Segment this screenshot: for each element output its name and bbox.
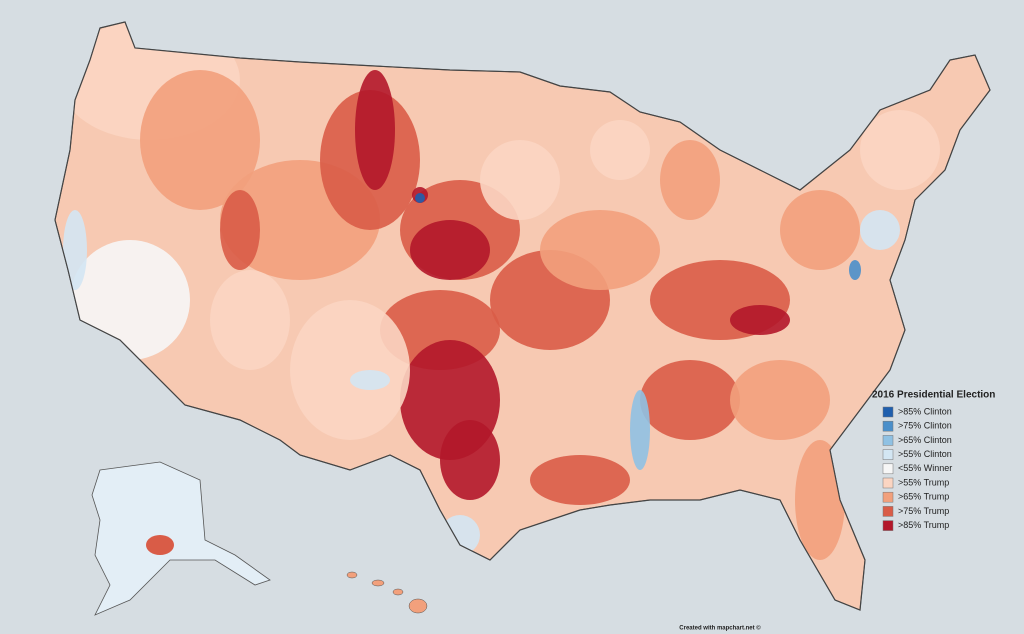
county-region — [849, 260, 861, 280]
legend-label: >75% Trump — [898, 506, 949, 516]
county-region — [590, 120, 650, 180]
county-region — [630, 390, 650, 470]
legend-title: 2016 Presidential Election — [872, 390, 995, 401]
legend-label: >85% Clinton — [898, 406, 952, 416]
county-region — [220, 190, 260, 270]
legend: >85% Clinton >75% Clinton >65% Clinton >55%… — [882, 406, 952, 531]
county-region — [350, 370, 390, 390]
county-regions — [60, 22, 940, 560]
legend-swatch — [882, 491, 894, 503]
county-region — [860, 210, 900, 250]
county-region — [730, 360, 830, 440]
county-region — [290, 300, 410, 440]
island — [392, 588, 404, 596]
county-region — [355, 70, 395, 190]
legend-swatch — [882, 463, 894, 475]
county-region — [860, 110, 940, 190]
county-region — [480, 140, 560, 220]
alaska-region — [146, 535, 174, 555]
hawaii — [346, 571, 428, 614]
county-region — [63, 210, 87, 290]
legend-swatch — [882, 477, 894, 489]
island — [371, 579, 385, 587]
legend-swatch — [882, 506, 894, 517]
county-region — [530, 455, 630, 505]
island — [408, 598, 428, 614]
county-region — [410, 220, 490, 280]
county-region — [210, 270, 290, 370]
legend-swatch — [882, 520, 894, 531]
county-region — [640, 360, 740, 440]
legend-swatch — [882, 406, 894, 418]
legend-label: <55% Winner — [898, 463, 952, 473]
county-region — [660, 140, 720, 220]
legend-label: >55% Clinton — [898, 449, 952, 459]
county-region — [140, 70, 260, 210]
county-region — [780, 190, 860, 270]
legend-label: >75% Clinton — [898, 421, 952, 431]
legend-swatch — [882, 420, 894, 432]
county-region — [415, 193, 425, 203]
credit: Created with mapchart.net © — [679, 625, 761, 632]
alaska — [91, 461, 271, 616]
county-region — [440, 420, 500, 500]
county-region — [795, 440, 845, 560]
legend-label: >65% Clinton — [898, 435, 952, 445]
legend-label: >55% Trump — [898, 477, 949, 487]
legend-swatch — [882, 449, 894, 460]
island — [346, 571, 358, 579]
county-region — [540, 210, 660, 290]
legend-label: >65% Trump — [898, 492, 949, 502]
county-region — [730, 305, 790, 335]
legend-swatch — [882, 435, 894, 446]
legend-label: >85% Trump — [898, 520, 949, 530]
county-region — [70, 240, 190, 360]
